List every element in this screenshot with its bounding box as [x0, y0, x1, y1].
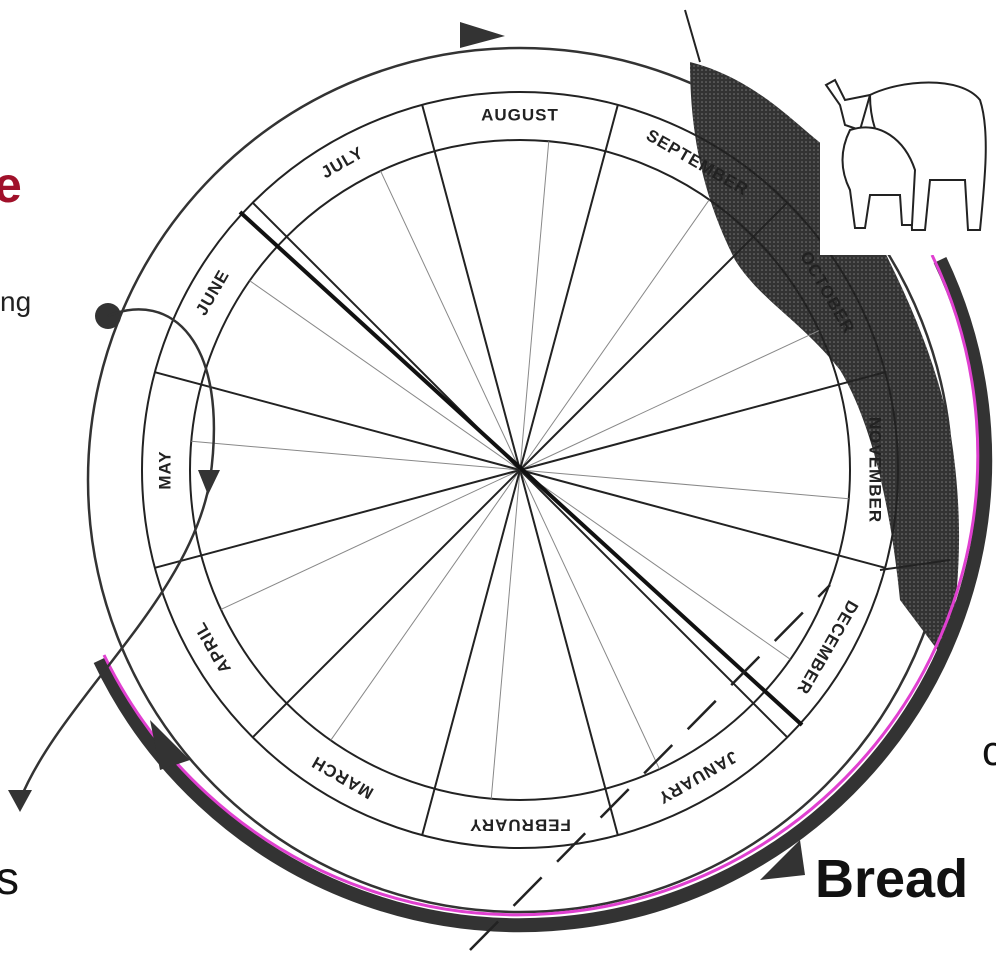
arrow: [460, 22, 505, 48]
text-fragment: ng: [0, 288, 31, 316]
month-label: MAY: [155, 450, 174, 489]
month-label: AUGUST: [481, 105, 559, 124]
arrow: [8, 790, 32, 812]
arrow: [150, 720, 190, 770]
text-fragment: c: [982, 730, 996, 772]
page: AUGUSTSEPTEMBEROCTOBERNOVEMBERDECEMBERJA…: [0, 0, 996, 960]
tick-line: [685, 10, 700, 62]
text-fragment: s: [0, 855, 19, 901]
bread-label: Bread: [815, 852, 968, 906]
month-label: NOVEMBER: [866, 417, 885, 523]
cow-illustration: [820, 40, 996, 255]
calendar-wheel: AUGUSTSEPTEMBEROCTOBERNOVEMBERDECEMBERJA…: [0, 0, 996, 960]
title-fragment: e: [0, 160, 22, 210]
month-label: FEBRUARY: [469, 816, 571, 835]
